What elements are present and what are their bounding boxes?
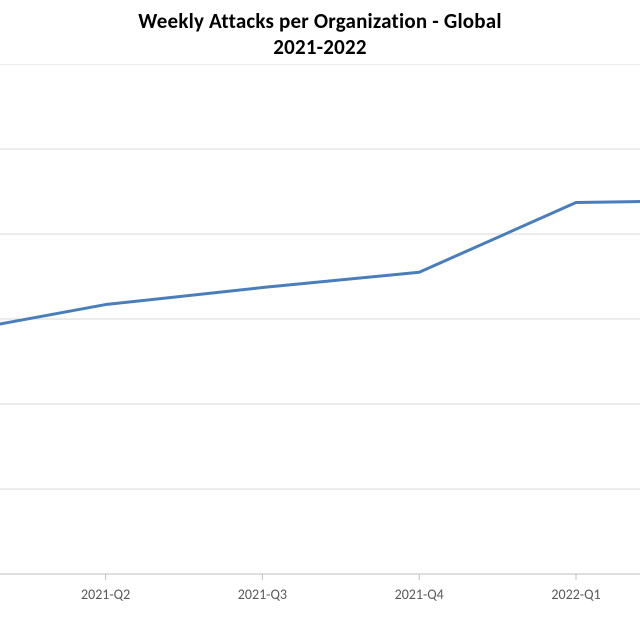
chart-svg [0,64,640,624]
chart-title-line1: Weekly Attacks per Organization - Global [0,8,640,34]
chart-title: Weekly Attacks per Organization - Global… [0,0,640,64]
chart-title-line2: 2021-2022 [0,34,640,60]
plot-area: 2021-Q2 2021-Q3 2021-Q4 2022-Q1 [0,64,640,640]
chart-frame: Weekly Attacks per Organization - Global… [0,0,640,640]
x-axis-label: 2022-Q1 [551,586,600,603]
x-axis-label: 2021-Q4 [395,586,444,603]
x-axis-label: 2021-Q2 [81,586,130,603]
x-axis-label: 2021-Q3 [238,586,287,603]
